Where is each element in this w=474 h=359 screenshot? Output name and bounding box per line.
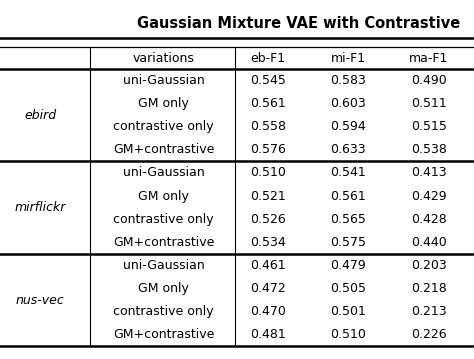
Text: 0.490: 0.490	[411, 74, 447, 87]
Text: 0.461: 0.461	[250, 259, 286, 272]
Text: 0.515: 0.515	[411, 120, 447, 133]
Text: 0.472: 0.472	[250, 282, 286, 295]
Text: GM+contrastive: GM+contrastive	[113, 328, 214, 341]
Text: contrastive only: contrastive only	[113, 213, 214, 226]
Text: 0.603: 0.603	[330, 97, 366, 110]
Text: 0.521: 0.521	[250, 190, 286, 202]
Text: 0.213: 0.213	[411, 305, 447, 318]
Text: GM+contrastive: GM+contrastive	[113, 143, 214, 157]
Text: GM only: GM only	[138, 190, 189, 202]
Text: 0.576: 0.576	[250, 143, 286, 157]
Text: 0.538: 0.538	[411, 143, 447, 157]
Text: 0.561: 0.561	[330, 190, 366, 202]
Text: 0.510: 0.510	[250, 167, 286, 180]
Text: 0.429: 0.429	[411, 190, 447, 202]
Text: 0.481: 0.481	[250, 328, 286, 341]
Text: contrastive only: contrastive only	[113, 120, 214, 133]
Text: 0.470: 0.470	[250, 305, 286, 318]
Text: 0.583: 0.583	[330, 74, 366, 87]
Text: uni-Gaussian: uni-Gaussian	[123, 74, 204, 87]
Text: 0.479: 0.479	[330, 259, 366, 272]
Text: 0.575: 0.575	[330, 236, 366, 249]
Text: mirflickr: mirflickr	[15, 201, 66, 214]
Text: nus-vec: nus-vec	[16, 294, 64, 307]
Text: 0.510: 0.510	[330, 328, 366, 341]
Text: ma-F1: ma-F1	[409, 52, 449, 65]
Text: contrastive only: contrastive only	[113, 305, 214, 318]
Text: 0.413: 0.413	[411, 167, 447, 180]
Text: 0.428: 0.428	[411, 213, 447, 226]
Text: 0.594: 0.594	[330, 120, 366, 133]
Text: uni-Gaussian: uni-Gaussian	[123, 259, 204, 272]
Text: 0.565: 0.565	[330, 213, 366, 226]
Text: Gaussian Mixture VAE with Contrastive: Gaussian Mixture VAE with Contrastive	[137, 16, 460, 31]
Text: GM only: GM only	[138, 282, 189, 295]
Text: 0.203: 0.203	[411, 259, 447, 272]
Text: 0.218: 0.218	[411, 282, 447, 295]
Text: 0.440: 0.440	[411, 236, 447, 249]
Text: 0.545: 0.545	[250, 74, 286, 87]
Text: 0.511: 0.511	[411, 97, 447, 110]
Text: GM only: GM only	[138, 97, 189, 110]
Text: 0.505: 0.505	[330, 282, 366, 295]
Text: 0.541: 0.541	[330, 167, 366, 180]
Text: uni-Gaussian: uni-Gaussian	[123, 167, 204, 180]
Text: mi-F1: mi-F1	[331, 52, 366, 65]
Text: 0.558: 0.558	[250, 120, 286, 133]
Text: 0.534: 0.534	[250, 236, 286, 249]
Text: eb-F1: eb-F1	[250, 52, 285, 65]
Text: 0.526: 0.526	[250, 213, 286, 226]
Text: GM+contrastive: GM+contrastive	[113, 236, 214, 249]
Text: 0.633: 0.633	[330, 143, 366, 157]
Text: 0.561: 0.561	[250, 97, 286, 110]
Text: ebird: ebird	[24, 109, 56, 122]
Text: 0.226: 0.226	[411, 328, 447, 341]
Text: variations: variations	[133, 52, 194, 65]
Text: 0.501: 0.501	[330, 305, 366, 318]
